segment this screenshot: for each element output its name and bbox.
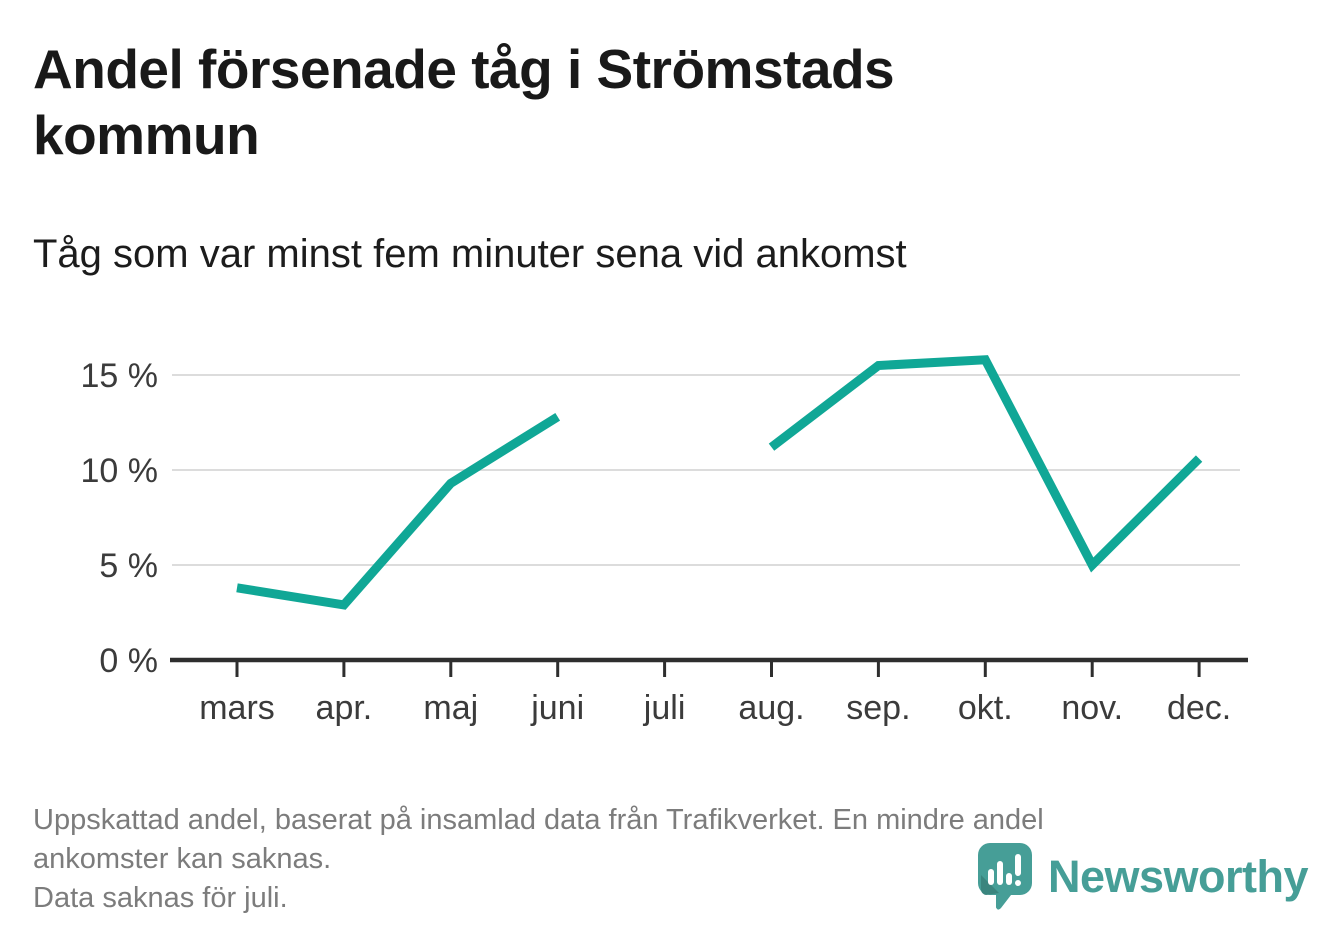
data-line-segment <box>236 412 561 610</box>
data-line-segment <box>768 355 1203 573</box>
logo-bubble <box>978 843 1032 910</box>
logo-bar <box>1006 873 1012 885</box>
x-axis-label: aug. <box>738 689 804 727</box>
x-axis-label: okt. <box>958 689 1013 727</box>
x-axis-label: sep. <box>846 689 910 727</box>
chart-footnote: Uppskattad andel, baserat på insamlad da… <box>33 801 1044 918</box>
logo-exclamation-dot <box>1015 880 1021 886</box>
x-axis-label: mars <box>199 689 275 727</box>
x-axis-label: dec. <box>1167 689 1231 727</box>
logo-exclamation-stem <box>1015 854 1021 876</box>
logo-bubble-shade <box>981 875 999 895</box>
chart-subtitle: Tåg som var minst fem minuter sena vid a… <box>33 232 907 276</box>
x-axis-label: maj <box>423 689 478 727</box>
logo-bar <box>997 861 1003 885</box>
y-axis-label: 0 % <box>99 642 158 680</box>
footnote-line: Data saknas för juli. <box>33 882 288 914</box>
y-axis-label: 15 % <box>81 357 159 395</box>
footnote-line: ankomster kan saknas. <box>33 843 332 875</box>
x-axis-label: nov. <box>1061 689 1123 727</box>
x-axis-label: juni <box>530 689 584 727</box>
newsworthy-logo-icon <box>978 843 1032 910</box>
footnote-line: Uppskattad andel, baserat på insamlad da… <box>33 804 1044 836</box>
logo-bar <box>988 869 994 885</box>
x-axis-label: juli <box>643 689 686 727</box>
y-axis-label: 10 % <box>81 452 159 490</box>
newsworthy-logo-text: Newsworthy <box>1048 851 1309 902</box>
newsworthy-branding: Newsworthy <box>978 843 1309 911</box>
y-axis-label: 5 % <box>99 547 158 585</box>
chart-title: Andel försenade tåg i Strömstads kommun <box>33 38 895 166</box>
x-axis-label: apr. <box>316 689 373 727</box>
